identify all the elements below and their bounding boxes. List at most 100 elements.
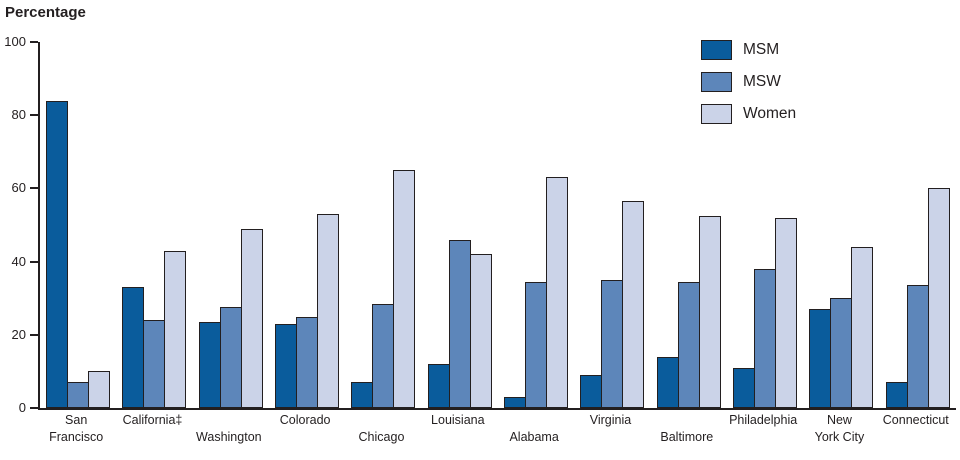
bar-msm-alabama <box>504 397 527 408</box>
category-label-california: California‡ <box>122 413 183 427</box>
x-label-cell-san-francisco: San Francisco <box>38 412 114 446</box>
y-tick-label-60: 60 <box>11 180 26 196</box>
bar-group-chicago <box>345 42 421 408</box>
category-label-alabama: Alabama <box>509 430 559 444</box>
bar-msm-colorado <box>275 323 298 408</box>
bar-msw-new-york-city <box>830 298 853 408</box>
bar-msw-chicago <box>372 303 395 408</box>
bar-group-alabama <box>498 42 574 408</box>
x-label-cell-new-york-city: New York City <box>801 412 877 446</box>
x-label-cell-alabama: Alabama <box>496 412 572 446</box>
bar-msw-alabama <box>525 281 548 408</box>
bar-msw-virginia <box>601 279 624 408</box>
x-label-cell-chicago: Chicago <box>343 412 419 446</box>
y-tick-label-100: 100 <box>4 34 26 49</box>
bar-msm-chicago <box>351 382 374 408</box>
bar-women-chicago <box>393 170 416 408</box>
category-label-new-york-city: New York City <box>814 413 865 444</box>
bar-msm-new-york-city <box>809 309 832 408</box>
bar-msm-baltimore <box>656 356 679 408</box>
bar-msm-connecticut <box>885 382 908 408</box>
y-tick-mark-20 <box>30 333 38 336</box>
category-label-connecticut: Connecticut <box>882 413 949 427</box>
bar-women-philadelphia <box>775 217 798 408</box>
bar-group-new-york-city <box>803 42 879 408</box>
bar-women-louisiana <box>469 254 492 408</box>
bar-women-alabama <box>546 177 569 408</box>
bar-msw-california <box>143 320 166 408</box>
legend-item-msm: MSM <box>701 40 796 60</box>
bar-msm-philadelphia <box>733 367 756 408</box>
bar-women-washington <box>240 228 263 408</box>
y-tick-mark-0 <box>30 407 38 409</box>
y-tick-label-80: 80 <box>11 107 26 123</box>
bar-msw-washington <box>219 307 242 408</box>
x-label-cell-philadelphia: Philadelphia <box>725 412 801 446</box>
bar-groups <box>40 42 956 408</box>
x-label-cell-colorado: Colorado <box>267 412 343 446</box>
bar-women-new-york-city <box>851 246 874 408</box>
category-label-colorado: Colorado <box>279 413 331 427</box>
bar-women-connecticut <box>927 188 950 408</box>
category-label-washington: Washington <box>196 430 262 444</box>
x-label-cell-louisiana: Louisiana <box>420 412 496 446</box>
legend-label-msw: MSW <box>743 73 781 90</box>
legend-item-msw: MSW <box>701 72 796 92</box>
bar-women-virginia <box>622 201 645 408</box>
bar-msw-colorado <box>296 316 319 408</box>
legend-swatch-msw <box>701 72 732 92</box>
bar-group-baltimore <box>651 42 727 408</box>
y-tick-mark-80 <box>30 114 38 117</box>
x-label-cell-connecticut: Connecticut <box>878 412 954 446</box>
bar-group-louisiana <box>422 42 498 408</box>
y-tick-mark-100 <box>30 41 38 43</box>
category-label-san-francisco: San Francisco <box>49 413 104 444</box>
bar-group-virginia <box>574 42 650 408</box>
category-label-baltimore: Baltimore <box>660 430 714 444</box>
legend-label-msm: MSM <box>743 41 780 58</box>
category-label-chicago: Chicago <box>358 430 405 444</box>
bar-msw-philadelphia <box>754 268 777 408</box>
y-axis-title: Percentage <box>5 4 86 21</box>
bar-group-connecticut <box>880 42 956 408</box>
y-axis: 0 20 40 60 80 100 <box>0 34 38 415</box>
category-label-virginia: Virginia <box>589 413 632 427</box>
x-label-cell-washington: Washington <box>191 412 267 446</box>
x-label-cell-baltimore: Baltimore <box>649 412 725 446</box>
bar-msw-san-francisco <box>67 382 90 408</box>
bar-msm-california <box>122 287 145 408</box>
y-tick-label-0: 0 <box>18 400 26 415</box>
bar-women-california <box>164 250 187 408</box>
category-label-philadelphia: Philadelphia <box>729 413 798 427</box>
bar-msm-louisiana <box>427 364 450 408</box>
legend: MSM MSW Women <box>701 40 796 136</box>
legend-item-women: Women <box>701 104 796 124</box>
bar-group-colorado <box>269 42 345 408</box>
y-tick-mark-40 <box>30 260 38 263</box>
bar-women-colorado <box>317 214 340 408</box>
x-label-cell-california: California‡ <box>114 412 190 446</box>
x-label-cell-virginia: Virginia <box>572 412 648 446</box>
legend-swatch-women <box>701 104 732 124</box>
legend-swatch-msm <box>701 40 732 60</box>
bar-group-california <box>116 42 192 408</box>
bar-group-philadelphia <box>727 42 803 408</box>
bar-group-washington <box>193 42 269 408</box>
legend-label-women: Women <box>743 105 797 122</box>
y-tick-label-20: 20 <box>11 326 26 342</box>
y-tick-mark-60 <box>30 187 38 190</box>
bar-msm-san-francisco <box>46 100 69 408</box>
bar-msw-baltimore <box>677 281 700 408</box>
category-label-louisiana: Louisiana <box>431 413 485 427</box>
plot-area <box>38 42 956 410</box>
bar-msm-washington <box>198 322 221 408</box>
bar-msm-virginia <box>580 375 603 408</box>
bar-group-san-francisco <box>40 42 116 408</box>
bar-women-san-francisco <box>88 371 111 408</box>
y-tick-label-40: 40 <box>11 253 26 269</box>
bar-msw-louisiana <box>448 239 471 408</box>
bar-women-baltimore <box>698 215 721 408</box>
bar-msw-connecticut <box>906 285 929 408</box>
x-axis-labels: San Francisco California‡ Washington Colorad… <box>38 412 954 446</box>
